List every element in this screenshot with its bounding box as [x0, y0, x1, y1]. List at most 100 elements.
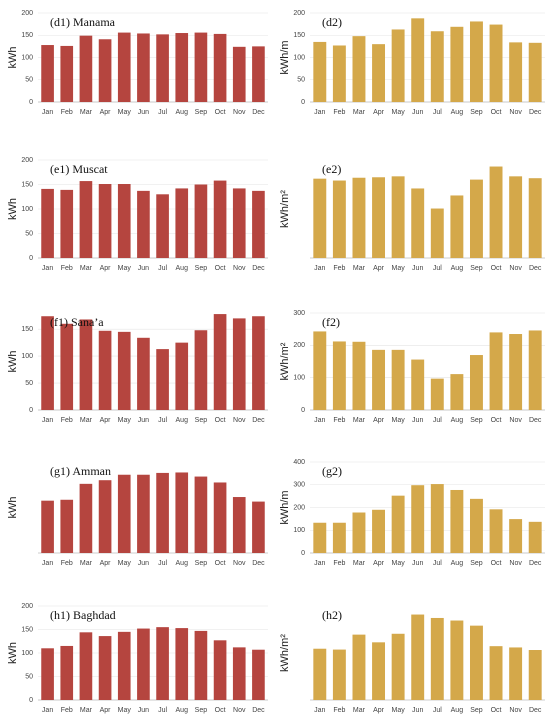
bar	[332, 180, 346, 258]
x-tick-label: May	[118, 707, 132, 714]
bar	[332, 522, 346, 553]
bar	[175, 472, 189, 553]
bar	[213, 482, 227, 553]
bar	[372, 642, 386, 700]
bar	[252, 190, 265, 258]
bar	[313, 522, 327, 553]
x-tick-label: Oct	[215, 417, 226, 424]
y-axis-label: kWh/m²	[279, 634, 291, 672]
bar	[352, 634, 366, 700]
x-tick-label: Nov	[509, 707, 522, 714]
y-axis-label: kWh	[7, 351, 19, 373]
x-tick-label: Jun	[412, 417, 423, 424]
bar	[41, 45, 54, 102]
x-tick-label: May	[392, 109, 406, 116]
y-tick-label: 0	[301, 99, 305, 106]
bar	[489, 646, 503, 700]
bar	[411, 485, 425, 553]
y-tick-label: 150	[21, 626, 33, 633]
y-tick-label: 100	[293, 527, 305, 534]
x-tick-label: Mar	[80, 109, 93, 116]
bar	[232, 647, 246, 700]
x-tick-label: Oct	[491, 560, 502, 567]
x-tick-label: Jun	[138, 109, 149, 116]
bar	[411, 188, 425, 258]
y-axis-label: kWh/m	[279, 40, 291, 74]
bar	[194, 184, 208, 258]
bar	[450, 489, 464, 553]
y-axis-label: kWh/m²	[279, 342, 291, 380]
x-tick-label: Apr	[373, 417, 385, 424]
x-tick-label: Aug	[176, 417, 189, 424]
bar	[489, 332, 503, 410]
x-tick-label: Oct	[215, 109, 226, 116]
y-axis-label: kWh/m	[279, 490, 291, 524]
x-tick-label: Dec	[252, 560, 265, 567]
x-tick-label: Feb	[61, 109, 73, 116]
bar	[391, 495, 405, 553]
x-tick-label: Sep	[195, 560, 208, 567]
x-tick-label: Dec	[529, 560, 542, 567]
bar	[156, 349, 169, 410]
bar	[450, 620, 464, 700]
bar	[372, 349, 386, 410]
bar	[528, 178, 542, 258]
chart-title: (g2)	[322, 464, 342, 478]
x-tick-label: Oct	[215, 560, 226, 567]
bar	[528, 42, 542, 102]
x-tick-label: Jun	[138, 417, 149, 424]
bar	[469, 498, 483, 553]
bar	[156, 472, 169, 553]
chart-title: (d2)	[322, 15, 342, 29]
x-tick-label: Jan	[314, 265, 325, 272]
bar	[372, 44, 386, 102]
bar	[137, 474, 150, 553]
x-tick-label: Nov	[233, 560, 246, 567]
bar	[41, 500, 54, 553]
x-tick-label: Jul	[158, 109, 167, 116]
x-tick-label: May	[392, 707, 406, 714]
bar	[528, 330, 542, 410]
bar	[41, 188, 54, 258]
x-tick-label: Apr	[373, 265, 385, 272]
y-tick-label: 0	[29, 407, 33, 414]
x-tick-label: Feb	[61, 560, 73, 567]
x-tick-label: Nov	[509, 417, 522, 424]
x-tick-label: Apr	[373, 560, 385, 567]
x-tick-label: Dec	[529, 265, 542, 272]
bar	[352, 177, 366, 258]
bar	[98, 636, 112, 700]
bar	[489, 166, 503, 258]
x-tick-label: Oct	[215, 707, 226, 714]
bar	[469, 625, 483, 700]
x-tick-label: Aug	[176, 109, 189, 116]
chart-title: (e1) Muscat	[50, 162, 108, 176]
x-tick-label: Mar	[80, 707, 93, 714]
bar	[252, 316, 265, 410]
chart-title: (h2)	[322, 608, 342, 622]
x-tick-label: Jul	[158, 560, 167, 567]
bar	[79, 632, 93, 700]
bar	[232, 46, 246, 102]
bar	[194, 476, 208, 553]
x-tick-label: Jan	[42, 707, 53, 714]
bar	[411, 614, 425, 700]
bar	[79, 483, 93, 553]
y-tick-label: 300	[293, 310, 305, 317]
x-tick-label: Jan	[314, 417, 325, 424]
x-tick-label: Jun	[412, 109, 423, 116]
chart-title: (d1) Manama	[50, 15, 116, 29]
x-tick-label: Feb	[61, 707, 73, 714]
y-tick-label: 150	[21, 32, 33, 39]
x-tick-label: Nov	[233, 109, 246, 116]
x-tick-label: Feb	[61, 265, 73, 272]
x-tick-label: Dec	[252, 417, 265, 424]
y-tick-label: 100	[293, 375, 305, 382]
x-tick-label: Jul	[158, 707, 167, 714]
x-tick-label: Jun	[138, 560, 149, 567]
x-tick-label: Jun	[412, 707, 423, 714]
bar	[213, 180, 227, 258]
bar	[469, 21, 483, 102]
bar	[509, 42, 523, 102]
